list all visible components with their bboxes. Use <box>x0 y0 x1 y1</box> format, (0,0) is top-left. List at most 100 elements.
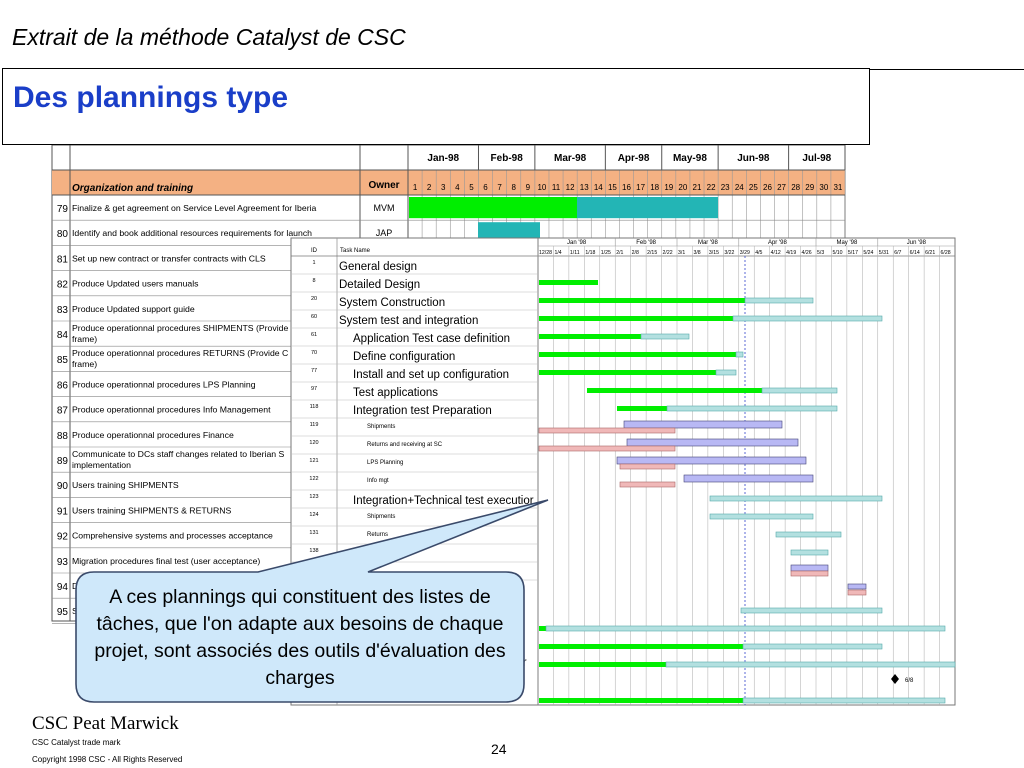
row-task-name: D <box>72 581 78 591</box>
task-name: Define configuration <box>353 351 455 363</box>
month-label: Mar-98 <box>554 153 587 164</box>
row-task-name: Identify and book additional resources r… <box>72 228 312 238</box>
gantt-bar <box>732 315 883 322</box>
week-number: 12 <box>566 183 575 192</box>
milestone-diamond <box>891 674 899 684</box>
row-task-name: Set up new contract or transfer contract… <box>72 253 266 263</box>
week-number: 2 <box>427 183 432 192</box>
row-id: 92 <box>57 532 69 543</box>
week-number: 4 <box>455 183 460 192</box>
gantt-bar <box>538 445 676 452</box>
month-label: Jan '98 <box>567 240 587 246</box>
gantt-bar <box>640 333 690 340</box>
month-label: Feb '98 <box>636 240 656 246</box>
section-header-band <box>52 170 845 195</box>
row-task-name: Produce operationnal procedures SHIPMENT… <box>72 323 288 333</box>
task-id: 118 <box>310 404 319 410</box>
task-name: Detailed Design <box>339 279 420 291</box>
row-task-name: Finalize & get agreement on Service Leve… <box>72 203 317 213</box>
week-number: 30 <box>819 183 828 192</box>
gantt-bar <box>790 570 829 577</box>
gantt-bar <box>623 420 783 429</box>
row-id: 87 <box>57 406 69 417</box>
week-label: 6/7 <box>894 250 901 256</box>
gantt-bar <box>577 197 718 219</box>
task-name: Install and set up configuration <box>353 369 509 381</box>
month-label: Apr '98 <box>768 240 787 246</box>
task-id: 60 <box>311 314 317 320</box>
week-label: 6/21 <box>925 250 935 256</box>
slide-header: Extrait de la méthode Catalyst de CSC <box>12 24 406 50</box>
row-task-name-cont: implementation <box>72 460 131 470</box>
week-number: 16 <box>622 183 631 192</box>
week-label: 12/28 <box>539 250 552 256</box>
trademark-note: CSC Catalyst trade mark <box>32 738 121 747</box>
month-label: May-98 <box>673 153 707 164</box>
week-number: 13 <box>580 183 589 192</box>
row-task-name-cont: frame) <box>72 359 97 369</box>
task-name: System test and integration <box>339 315 478 327</box>
week-number: 25 <box>749 183 758 192</box>
row-id: 83 <box>57 305 69 316</box>
page-title: Des plannings type <box>13 81 289 114</box>
task-name: LPS Planning <box>367 460 403 466</box>
week-label: 5/17 <box>848 250 858 256</box>
task-id: 121 <box>309 458 318 464</box>
gantt-bar <box>619 481 676 488</box>
task-id: 97 <box>311 386 317 392</box>
week-number: 17 <box>636 183 645 192</box>
task-id: 70 <box>311 350 317 356</box>
week-label: 5/10 <box>832 250 842 256</box>
gantt-bar <box>735 351 744 358</box>
week-number: 26 <box>763 183 772 192</box>
task-id: 122 <box>309 476 318 482</box>
week-number: 15 <box>608 183 617 192</box>
task-id: 123 <box>309 494 318 500</box>
task-name: Application Test case definition <box>353 333 510 345</box>
week-number: 28 <box>791 183 800 192</box>
row-id: 82 <box>57 280 69 291</box>
task-id: 20 <box>311 296 317 302</box>
week-label: 5/3 <box>817 250 824 256</box>
task-name: General design <box>339 261 417 273</box>
header-rule <box>868 69 1024 70</box>
row-task-name: Communicate to DCs staff changes related… <box>72 449 285 459</box>
row-id: 89 <box>57 456 69 467</box>
row-owner: JAP <box>376 228 393 238</box>
row-task-name: Produce operationnal procedures Finance <box>72 430 234 440</box>
week-number: 1 <box>413 183 418 192</box>
gantt-bar <box>617 406 667 411</box>
week-label: 1/25 <box>601 250 611 256</box>
week-number: 24 <box>735 183 744 192</box>
company-name: CSC Peat Marwick <box>32 713 179 734</box>
gantt-bar <box>666 405 838 412</box>
week-number: 23 <box>721 183 730 192</box>
gantt-bar <box>539 370 716 375</box>
gantt-bar <box>744 297 814 304</box>
week-number: 31 <box>833 183 842 192</box>
week-label: 2/8 <box>632 250 639 256</box>
milestone-label: 6/8 <box>905 678 914 684</box>
row-id: 86 <box>57 380 69 391</box>
row-id: 95 <box>57 607 69 618</box>
week-number: 8 <box>511 183 516 192</box>
gantt-bar <box>709 495 883 502</box>
month-label: Mar '98 <box>698 240 718 246</box>
week-label: 6/28 <box>941 250 951 256</box>
gantt-bar <box>665 661 956 668</box>
task-name: Integration+Technical test executior <box>353 495 534 507</box>
gantt-bar <box>538 427 676 434</box>
task-name: Integration test Preparation <box>353 405 492 417</box>
gantt-bar <box>761 387 838 394</box>
row-task-name: Produce operationnal procedures LPS Plan… <box>72 379 256 389</box>
row-task-name: Comprehensive systems and processes acce… <box>72 531 273 541</box>
week-number: 29 <box>805 183 814 192</box>
week-label: 4/5 <box>755 250 762 256</box>
gantt-bar <box>587 388 762 393</box>
week-number: 3 <box>441 183 446 192</box>
row-owner: MVM <box>374 203 395 213</box>
row-task-name: Produce operationnal procedures Info Man… <box>72 405 271 415</box>
row-task-name: Migration procedures final test (user ac… <box>72 556 260 566</box>
week-label: 2/22 <box>663 250 673 256</box>
id-header: ID <box>311 248 318 254</box>
